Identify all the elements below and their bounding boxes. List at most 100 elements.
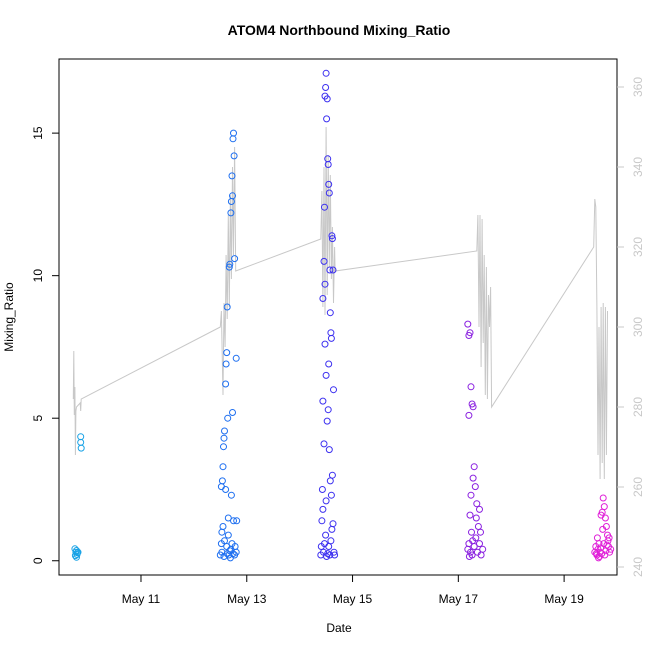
data-point <box>222 486 230 493</box>
data-point <box>229 409 236 416</box>
data-point <box>229 192 236 200</box>
data-point <box>321 203 328 211</box>
data-point <box>605 534 613 542</box>
y2-tick-label: 360 <box>631 77 645 97</box>
data-point <box>220 443 227 451</box>
data-point <box>227 209 235 217</box>
data-point <box>322 371 330 379</box>
data-point <box>469 403 477 411</box>
data-point <box>224 414 232 422</box>
data-point <box>468 528 475 536</box>
data-point <box>233 517 241 525</box>
data-point <box>322 531 330 539</box>
data-point <box>326 477 334 485</box>
data-point <box>471 483 479 491</box>
data-point <box>319 505 327 513</box>
data-point <box>320 257 328 265</box>
y2-tick-label: 240 <box>631 557 645 577</box>
data-point <box>321 340 329 348</box>
data-point <box>232 354 240 362</box>
data-point <box>226 260 234 268</box>
data-point <box>328 235 336 243</box>
data-point <box>323 95 331 103</box>
data-point <box>77 438 85 446</box>
data-point <box>607 545 615 553</box>
data-point <box>224 531 232 539</box>
data-point <box>328 232 336 240</box>
x-tick-label: May 11 <box>122 592 161 606</box>
data-point <box>221 537 228 545</box>
y2-tick-label: 280 <box>631 397 645 417</box>
data-point <box>223 550 231 558</box>
data-point <box>465 553 473 560</box>
x-tick-label: May 13 <box>227 592 267 606</box>
data-point <box>477 528 484 536</box>
data-point <box>77 433 85 441</box>
data-point <box>474 523 482 530</box>
data-point <box>223 303 231 311</box>
data-point <box>327 329 335 337</box>
data-point <box>467 491 475 499</box>
data-point <box>329 520 337 528</box>
data-point <box>601 514 609 522</box>
data-point <box>227 198 235 205</box>
data-point <box>231 255 239 263</box>
data-point <box>469 537 477 545</box>
y-tick-label: 5 <box>31 415 45 422</box>
data-point <box>325 189 333 197</box>
x-tick-label: May 15 <box>333 592 373 606</box>
y2-tick-label: 320 <box>631 237 645 257</box>
data-point <box>220 434 228 442</box>
data-point <box>228 172 236 180</box>
plot-frame <box>58 58 618 576</box>
data-point <box>464 320 472 328</box>
data-point <box>597 544 605 552</box>
data-point <box>223 349 231 357</box>
data-point <box>222 380 230 388</box>
data-point <box>603 541 611 549</box>
data-point <box>325 543 333 550</box>
data-point <box>326 309 334 317</box>
data-point <box>469 474 477 482</box>
data-point <box>322 84 330 91</box>
data-point <box>319 397 327 405</box>
data-point <box>600 503 608 511</box>
data-point <box>322 497 330 505</box>
data-point <box>222 360 230 368</box>
x-axis-title: Date <box>326 621 352 635</box>
x-tick-label: May 17 <box>439 592 479 606</box>
data-point <box>318 486 326 493</box>
data-point <box>325 446 333 454</box>
data-point <box>218 528 226 536</box>
y2-tick-label: 300 <box>631 317 645 337</box>
data-point <box>329 266 337 274</box>
data-point <box>219 523 227 530</box>
data-point <box>318 517 326 525</box>
y-tick-label: 15 <box>31 126 45 140</box>
series-line-right-axis <box>72 126 608 480</box>
data-point <box>228 540 236 548</box>
data-point <box>217 483 225 491</box>
data-point <box>319 295 327 302</box>
data-point <box>218 477 226 485</box>
data-point <box>77 444 85 452</box>
data-point <box>599 494 607 502</box>
data-point <box>320 440 328 448</box>
data-point <box>467 383 475 391</box>
data-point <box>592 550 600 558</box>
data-point <box>219 463 227 471</box>
y2-tick-label: 260 <box>631 477 645 497</box>
data-point <box>322 69 330 77</box>
data-point <box>324 406 332 414</box>
data-point <box>330 548 338 556</box>
data-point <box>225 263 233 271</box>
data-point <box>328 471 336 479</box>
data-point <box>466 511 474 519</box>
data-point <box>472 514 480 522</box>
data-point <box>230 517 237 525</box>
data-point <box>595 554 602 562</box>
chart-title: ATOM4 Northbound Mixing_Ratio <box>228 22 451 38</box>
data-point <box>321 280 329 288</box>
data-point <box>230 129 237 137</box>
